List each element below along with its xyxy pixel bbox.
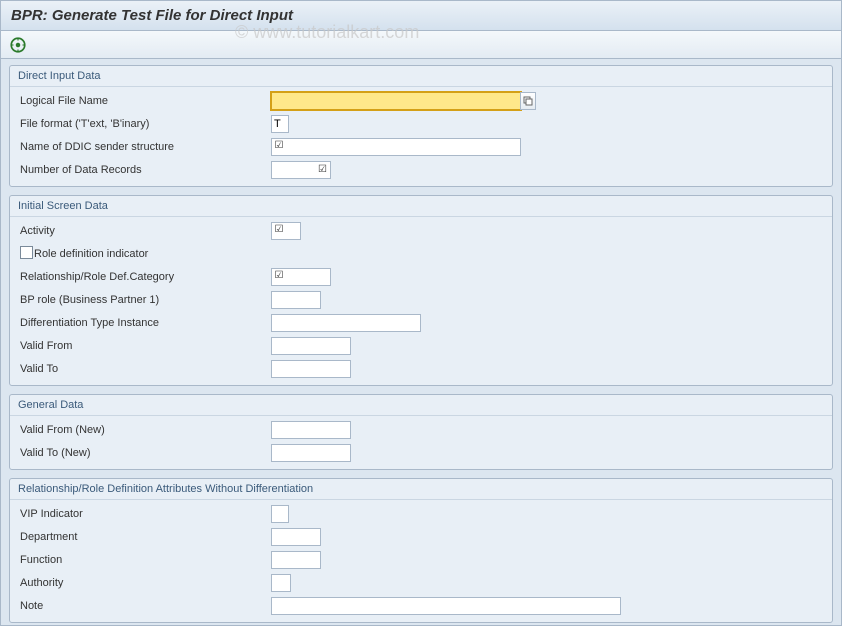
bp-role-input[interactable] — [271, 291, 321, 309]
function-input[interactable] — [271, 551, 321, 569]
label-diff-type: Differentiation Type Instance — [16, 317, 271, 329]
group-title: General Data — [10, 395, 832, 416]
f4-help-icon[interactable] — [520, 92, 536, 110]
group-title: Initial Screen Data — [10, 196, 832, 217]
activity-check-icon: ☑ — [273, 224, 285, 236]
ddic-sender-check-icon: ☑ — [273, 140, 285, 152]
department-input[interactable] — [271, 528, 321, 546]
vip-input[interactable] — [271, 505, 289, 523]
content-area: Direct Input Data Logical File Name File… — [1, 59, 841, 625]
label-num-records: Number of Data Records — [16, 164, 271, 176]
toolbar — [1, 31, 841, 59]
num-records-check-icon: ☑ — [316, 163, 329, 176]
file-format-input[interactable] — [271, 115, 289, 133]
valid-from-input[interactable] — [271, 337, 351, 355]
label-logical-file-name: Logical File Name — [16, 95, 271, 107]
group-title: Direct Input Data — [10, 66, 832, 87]
valid-to-input[interactable] — [271, 360, 351, 378]
label-bp-role: BP role (Business Partner 1) — [16, 294, 271, 306]
label-valid-to: Valid To — [16, 363, 271, 375]
label-department: Department — [16, 531, 271, 543]
label-vip: VIP Indicator — [16, 508, 271, 520]
note-input[interactable] — [271, 597, 621, 615]
label-valid-to-new: Valid To (New) — [16, 447, 271, 459]
group-direct-input: Direct Input Data Logical File Name File… — [9, 65, 833, 187]
group-title: Relationship/Role Definition Attributes … — [10, 479, 832, 500]
label-valid-from-new: Valid From (New) — [16, 424, 271, 436]
label-role-def-indicator: Role definition indicator — [30, 248, 148, 260]
execute-icon[interactable] — [9, 36, 27, 54]
valid-to-new-input[interactable] — [271, 444, 351, 462]
rel-role-cat-check-icon: ☑ — [273, 270, 285, 282]
label-rel-role-cat: Relationship/Role Def.Category — [16, 271, 271, 283]
logical-file-name-input[interactable] — [271, 92, 521, 110]
page-title: BPR: Generate Test File for Direct Input — [1, 1, 841, 31]
label-note: Note — [16, 600, 271, 612]
group-rel-role-attrs: Relationship/Role Definition Attributes … — [9, 478, 833, 623]
authority-input[interactable] — [271, 574, 291, 592]
label-ddic-sender: Name of DDIC sender structure — [16, 141, 271, 153]
ddic-sender-input[interactable] — [271, 138, 521, 156]
label-activity: Activity — [16, 225, 271, 237]
label-file-format: File format ('T'ext, 'B'inary) — [16, 118, 271, 130]
group-initial-screen: Initial Screen Data Activity ☑ Role defi… — [9, 195, 833, 386]
label-authority: Authority — [16, 577, 271, 589]
label-valid-from: Valid From — [16, 340, 271, 352]
group-general-data: General Data Valid From (New) Valid To (… — [9, 394, 833, 470]
diff-type-input[interactable] — [271, 314, 421, 332]
label-function: Function — [16, 554, 271, 566]
valid-from-new-input[interactable] — [271, 421, 351, 439]
